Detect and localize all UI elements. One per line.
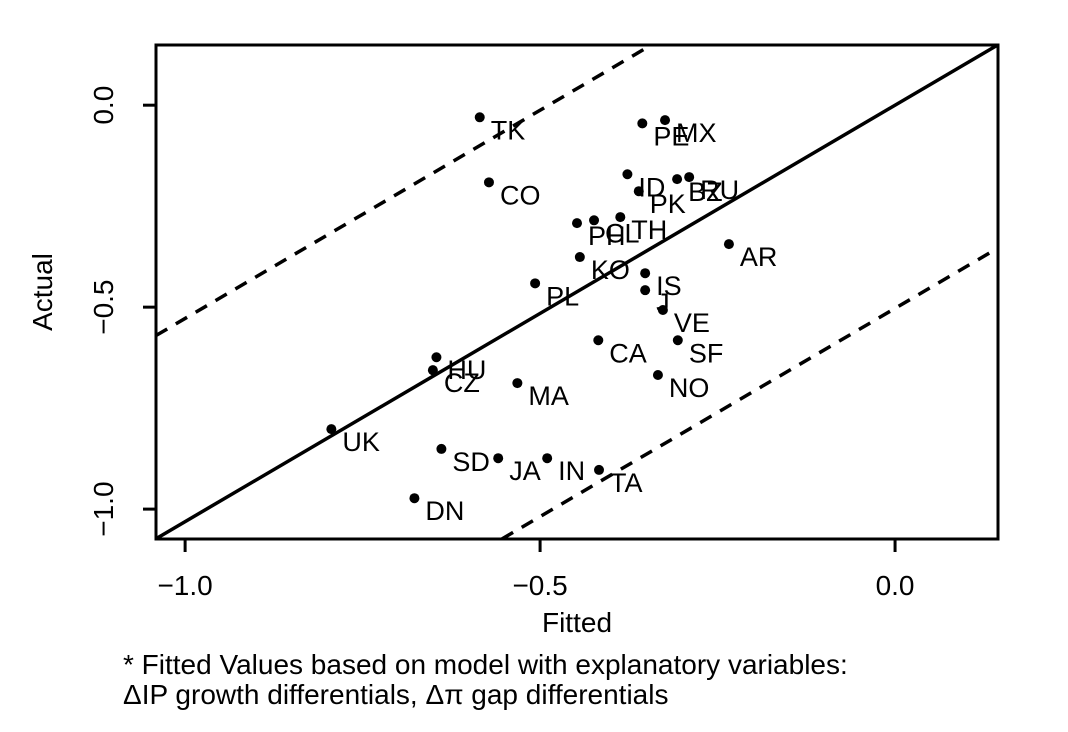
data-point-KO [574,252,585,263]
footnote: * Fitted Values based on model with expl… [123,650,848,710]
footnote-line-2: ΔIP growth differentials, Δπ gap differe… [123,679,669,710]
point-label-JA: JA [509,456,541,486]
point-label-BZ: BZ [688,177,723,207]
point-label-SF: SF [689,338,724,368]
data-point-BZ [672,174,683,185]
point-label-VE: VE [674,308,710,338]
point-label-IN: IN [558,456,585,486]
point-label-NO: NO [669,373,710,403]
point-label-PE: PE [653,121,689,151]
plot-frame [154,43,1000,541]
point-label-PH: PH [588,221,626,251]
point-label-TK: TK [491,115,526,145]
point-label-KO: KO [591,255,630,285]
point-label-AR: AR [740,242,778,272]
point-label-IS: IS [656,271,682,301]
point-label-MX: MX [676,118,717,148]
data-point-J [640,285,651,296]
y-axis-tick-label: −0.5 [88,280,119,335]
data-point-SF [672,335,683,346]
data-point-MX [660,115,671,126]
data-point-DN [409,493,420,504]
data-point-PK [633,186,644,197]
point-label-PK: PK [650,189,686,219]
data-point-JA [493,453,504,464]
data-point-TK [474,112,485,123]
x-axis-tick-label: −0.5 [512,570,567,601]
data-point-CZ [427,365,438,376]
point-label-PL: PL [546,281,579,311]
point-label-HU: HU [447,355,486,385]
data-point-CO [483,177,494,188]
footnote-line-1: * Fitted Values based on model with expl… [123,649,848,680]
point-label-CZ: CZ [444,368,480,398]
data-point-AR [723,239,734,250]
point-label-SD: SD [452,447,490,477]
data-point-TH [615,212,626,223]
data-point-PE [637,118,648,129]
point-label-TA: TA [610,468,643,498]
y-axis-tick-label: −1.0 [88,481,119,536]
point-label-CA: CA [609,338,647,368]
point-label-RU: RU [700,175,739,205]
point-label-CL: CL [605,218,640,248]
data-point-PL [530,278,541,289]
data-point-RU [684,172,695,183]
data-point-PH [572,218,582,229]
x-axis-tick-label: 0.0 [876,570,915,601]
identity-line [155,43,999,541]
data-point-VE [657,304,668,315]
point-label-UK: UK [342,427,380,457]
data-point-IS [640,268,651,279]
point-label-ID: ID [638,172,665,202]
data-point-UK [326,424,337,435]
data-point-HU [431,352,442,363]
data-point-MA [512,378,523,389]
y-axis-title: Actual [27,253,58,331]
data-point-CA [593,335,604,346]
point-label-MA: MA [528,381,569,411]
data-point-NO [652,370,663,381]
x-axis-tick-label: −1.0 [157,570,212,601]
data-point-SD [436,443,447,454]
y-axis-tick-label: 0.0 [88,86,119,125]
data-point-TA [594,464,605,475]
point-label-CO: CO [500,180,541,210]
data-point-CL [589,215,600,226]
data-point-ID [622,169,633,180]
upper-confidence-band [155,43,653,338]
x-axis-title: Fitted [542,607,612,638]
point-label-TH: TH [631,215,667,245]
data-point-IN [542,453,553,464]
lower-confidence-band [500,246,999,541]
point-label-DN: DN [425,496,464,526]
